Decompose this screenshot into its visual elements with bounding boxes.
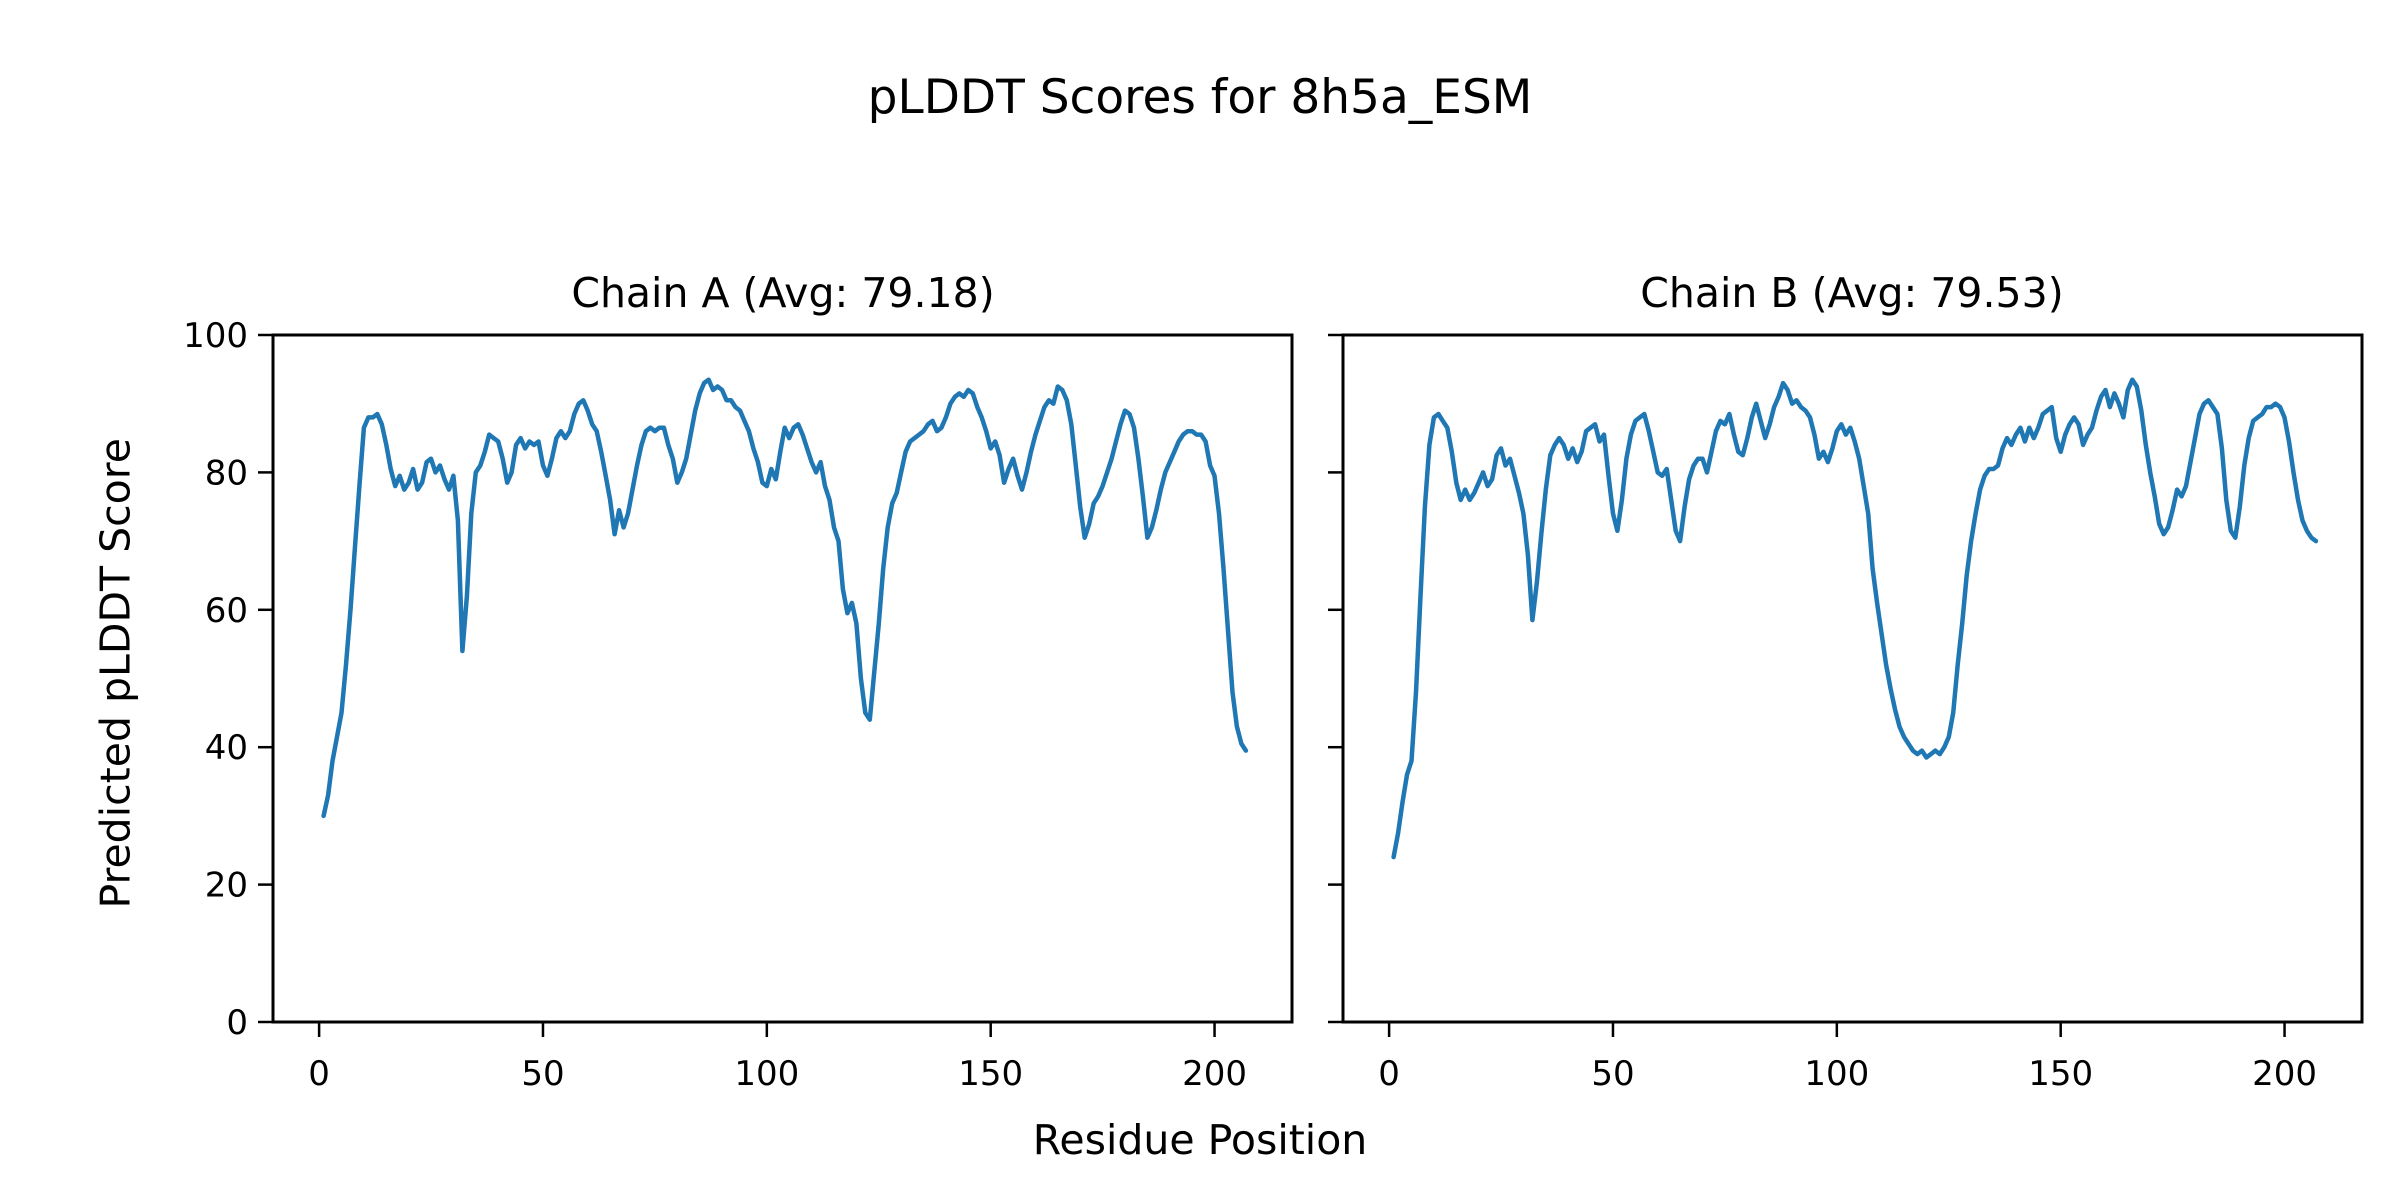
- y-tick-label: 0: [226, 1003, 248, 1043]
- x-tick-label: 150: [958, 1054, 1023, 1094]
- axes-frame: [1341, 333, 2364, 1024]
- y-tick-label: 20: [205, 866, 248, 906]
- x-tick-label: 0: [308, 1054, 330, 1094]
- x-tick-label: 50: [1591, 1054, 1634, 1094]
- y-tick-label: 40: [205, 728, 248, 768]
- x-tick-label: 200: [1182, 1054, 1247, 1094]
- plddt-line-chain-b: [1391, 377, 2319, 860]
- chain-b-title: Chain B (Avg: 79.53): [1640, 269, 2064, 317]
- x-tick-label: 100: [734, 1054, 799, 1094]
- axes-frame: [271, 333, 1294, 1024]
- y-tick-label: 80: [205, 453, 248, 493]
- chain-a-title: Chain A (Avg: 79.18): [571, 269, 995, 317]
- x-tick-label: 150: [2028, 1054, 2093, 1094]
- chain-b-plot: 0 50 100 150 200: [1328, 333, 2364, 1094]
- x-tick-label: 200: [2252, 1054, 2317, 1094]
- figure-title: pLDDT Scores for 8h5a_ESM: [867, 70, 1533, 125]
- y-tick-label: 100: [183, 316, 248, 356]
- x-tick-label: 0: [1378, 1054, 1400, 1094]
- x-tick-label: 100: [1804, 1054, 1869, 1094]
- y-tick-label: 60: [205, 591, 248, 631]
- chain-a-plot: 0 50 100 150 200 0 20 40 60 80 100: [183, 316, 1294, 1094]
- x-tick-label: 50: [521, 1054, 564, 1094]
- plddt-line-chain-a: [321, 377, 1249, 819]
- x-axis-label: Residue Position: [1032, 1116, 1368, 1164]
